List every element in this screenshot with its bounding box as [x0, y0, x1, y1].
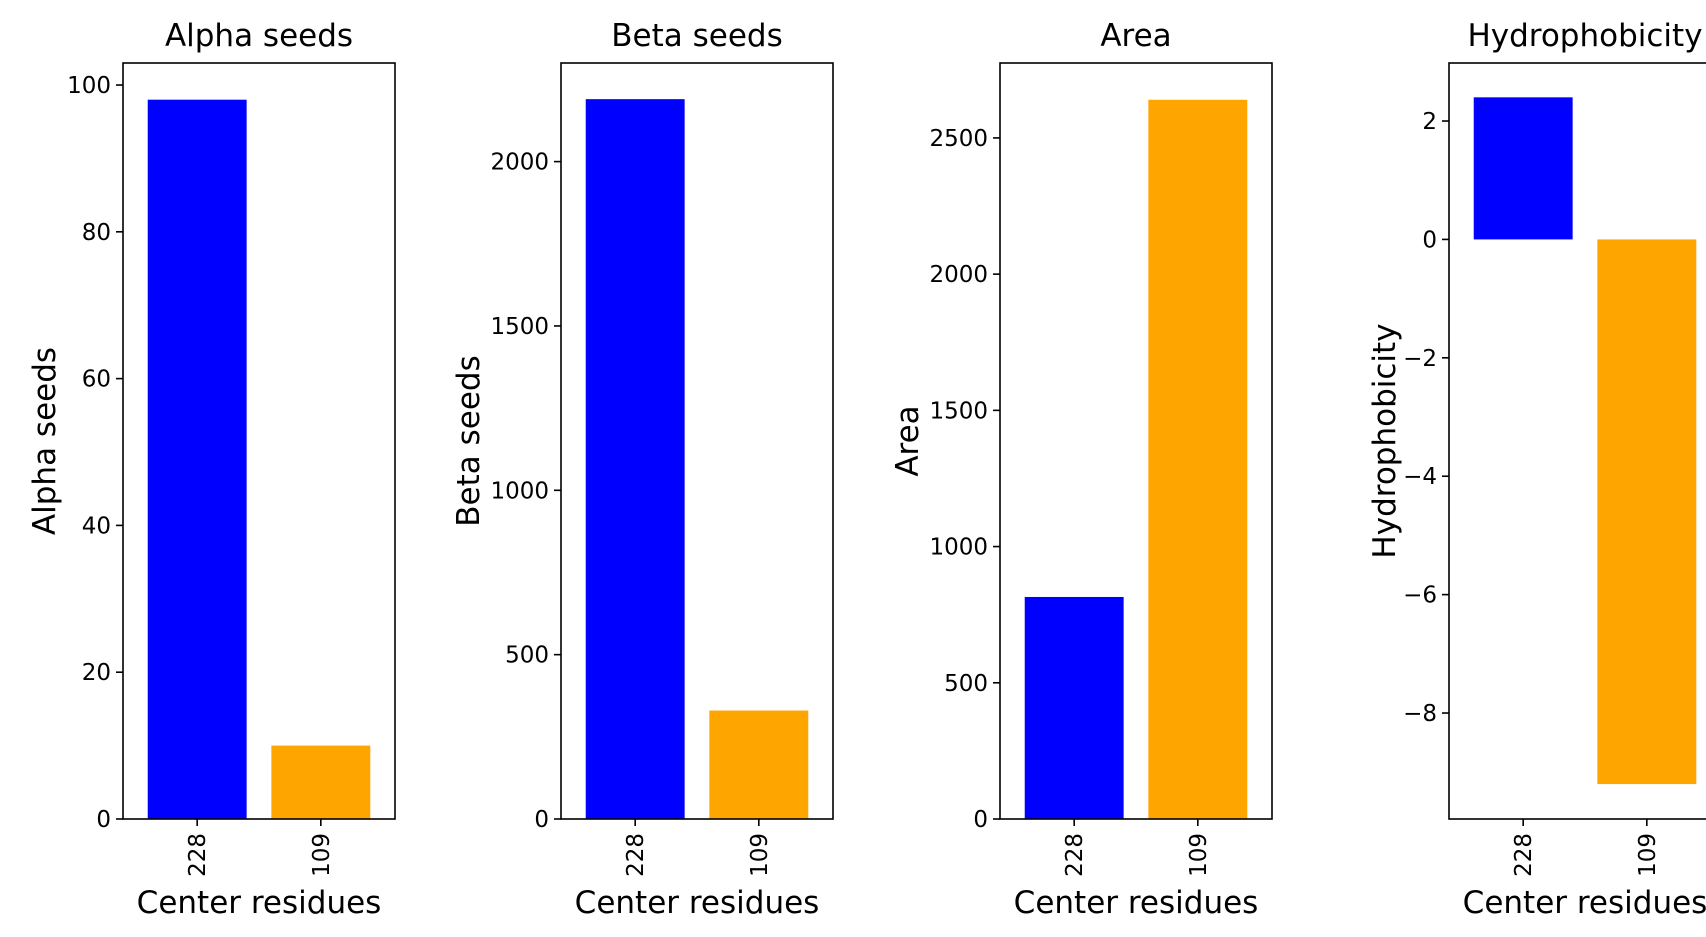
hydrophobicity-xtick-label: 228	[1511, 833, 1537, 877]
area-xtick-label: 228	[1062, 833, 1088, 877]
alpha-seeds-ylabel: Alpha seeds	[27, 347, 63, 535]
beta-seeds-ytick-label: 0	[534, 807, 549, 833]
area-axes-frame	[999, 62, 1273, 820]
hydrophobicity-xlabel: Center residues	[1463, 885, 1706, 921]
area-ytick-label: 2500	[929, 126, 988, 152]
hydrophobicity-title: Hydrophobicity	[1467, 18, 1702, 54]
area-ylabel: Area	[890, 405, 926, 476]
area-ytick-label: 1500	[929, 398, 988, 424]
beta-seeds-title: Beta seeds	[611, 18, 782, 54]
beta-seeds-ytick-label: 1000	[490, 478, 549, 504]
beta-seeds-xtick-label: 228	[623, 833, 649, 877]
beta-seeds-bar-228	[585, 99, 685, 819]
alpha-seeds-xtick-label: 228	[185, 833, 211, 877]
alpha-seeds-ytick-label: 80	[82, 220, 111, 246]
alpha-seeds-ytick-label: 100	[67, 73, 111, 99]
beta-seeds-ytick-label: 2000	[490, 150, 549, 176]
area-ytick-label: 0	[973, 807, 988, 833]
beta-seeds-axes-frame	[560, 62, 834, 820]
beta-seeds-ytick-label: 500	[505, 643, 549, 669]
alpha-seeds-xtick-label: 109	[309, 833, 335, 877]
hydrophobicity-axes-frame	[1448, 62, 1706, 820]
hydrophobicity-xtick-label: 109	[1635, 833, 1661, 877]
area-bar-109	[1148, 99, 1248, 819]
alpha-seeds-xlabel: Center residues	[137, 885, 382, 921]
alpha-seeds-axes-frame	[122, 62, 396, 820]
area-ytick-label: 1000	[929, 535, 988, 561]
area-xtick-label: 109	[1186, 833, 1212, 877]
alpha-seeds-bar-109	[271, 745, 371, 819]
alpha-seeds-ytick-label: 40	[82, 513, 111, 539]
area-title: Area	[1100, 18, 1171, 54]
area-ytick-label: 500	[944, 671, 988, 697]
hydrophobicity-ytick-label: −2	[1403, 346, 1437, 372]
beta-seeds-xlabel: Center residues	[575, 885, 820, 921]
area-bar-228	[1024, 596, 1124, 819]
hydrophobicity-bar-109	[1597, 239, 1697, 785]
hydrophobicity-bar-228	[1473, 97, 1573, 240]
beta-seeds-bar-109	[709, 710, 809, 819]
hydrophobicity-ytick-label: −6	[1403, 583, 1437, 609]
beta-seeds-ytick-label: 1500	[490, 314, 549, 340]
hydrophobicity-ytick-label: −8	[1403, 701, 1437, 727]
area-xlabel: Center residues	[1014, 885, 1259, 921]
alpha-seeds-bar-228	[147, 99, 247, 819]
hydrophobicity-ytick-label: 2	[1422, 109, 1437, 135]
hydrophobicity-ytick-label: −4	[1403, 464, 1437, 490]
hydrophobicity-ytick-label: 0	[1422, 227, 1437, 253]
beta-seeds-ylabel: Beta seeds	[451, 355, 487, 526]
alpha-seeds-ytick-label: 60	[82, 367, 111, 393]
beta-seeds-xtick-label: 109	[747, 833, 773, 877]
hydrophobicity-ylabel: Hydrophobicity	[1367, 323, 1403, 558]
alpha-seeds-ytick-label: 20	[82, 660, 111, 686]
alpha-seeds-title: Alpha seeds	[165, 18, 353, 54]
area-ytick-label: 2000	[929, 262, 988, 288]
alpha-seeds-ytick-label: 0	[96, 807, 111, 833]
